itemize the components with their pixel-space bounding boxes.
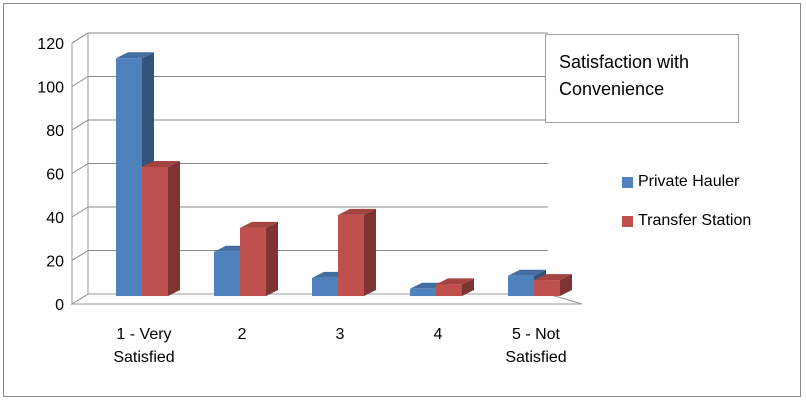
bar-side	[364, 209, 376, 296]
legend-item-transfer-station: Transfer Station	[622, 210, 751, 232]
y-tick-label: 100	[37, 80, 64, 97]
legend-swatch-transfer-station	[622, 216, 633, 227]
chart-title: Satisfaction with Convenience	[545, 34, 739, 123]
y-tick-label: 80	[46, 123, 64, 140]
bar-front	[214, 252, 240, 296]
legend-swatch-private-hauler	[622, 177, 633, 188]
legend: Private Hauler Transfer Station	[622, 171, 751, 249]
y-tick-label: 20	[46, 254, 64, 271]
bars-layer	[116, 52, 572, 296]
y-tick-label: 60	[46, 167, 64, 184]
y-axis-ticks: 0 20 40 60 80 100 120	[37, 36, 64, 314]
bar-front	[410, 289, 436, 296]
bar-side	[266, 222, 278, 296]
y-tick-label: 120	[37, 36, 64, 53]
x-tick-label: 2	[238, 326, 247, 343]
x-tick-label: Satisfied	[113, 349, 174, 366]
bar-side	[168, 161, 180, 296]
legend-label-transfer-station: Transfer Station	[638, 212, 751, 230]
bar-front	[116, 58, 142, 296]
x-axis-ticks: 1 - Very Satisfied 2 3 4 5 - Not Satisfied	[113, 326, 566, 366]
bar-front	[508, 276, 534, 296]
bar-front	[312, 278, 338, 296]
x-tick-label: 1 - Very	[116, 326, 171, 343]
bar-front	[534, 280, 560, 296]
bar-front	[240, 228, 266, 296]
x-tick-label: Satisfied	[505, 349, 566, 366]
x-tick-label: 3	[336, 326, 345, 343]
bar	[534, 274, 572, 296]
legend-label-private-hauler: Private Hauler	[638, 173, 739, 191]
bar-front	[338, 215, 364, 296]
bar	[142, 161, 180, 296]
y-tick-label: 0	[55, 297, 64, 314]
bar	[240, 222, 278, 296]
bar	[338, 209, 376, 296]
bar-front	[436, 284, 462, 296]
x-tick-label: 4	[434, 326, 443, 343]
bar	[436, 278, 474, 296]
legend-item-private-hauler: Private Hauler	[622, 171, 751, 193]
x-tick-label: 5 - Not	[512, 326, 561, 343]
bar-front	[142, 167, 168, 296]
y-tick-label: 40	[46, 210, 64, 227]
